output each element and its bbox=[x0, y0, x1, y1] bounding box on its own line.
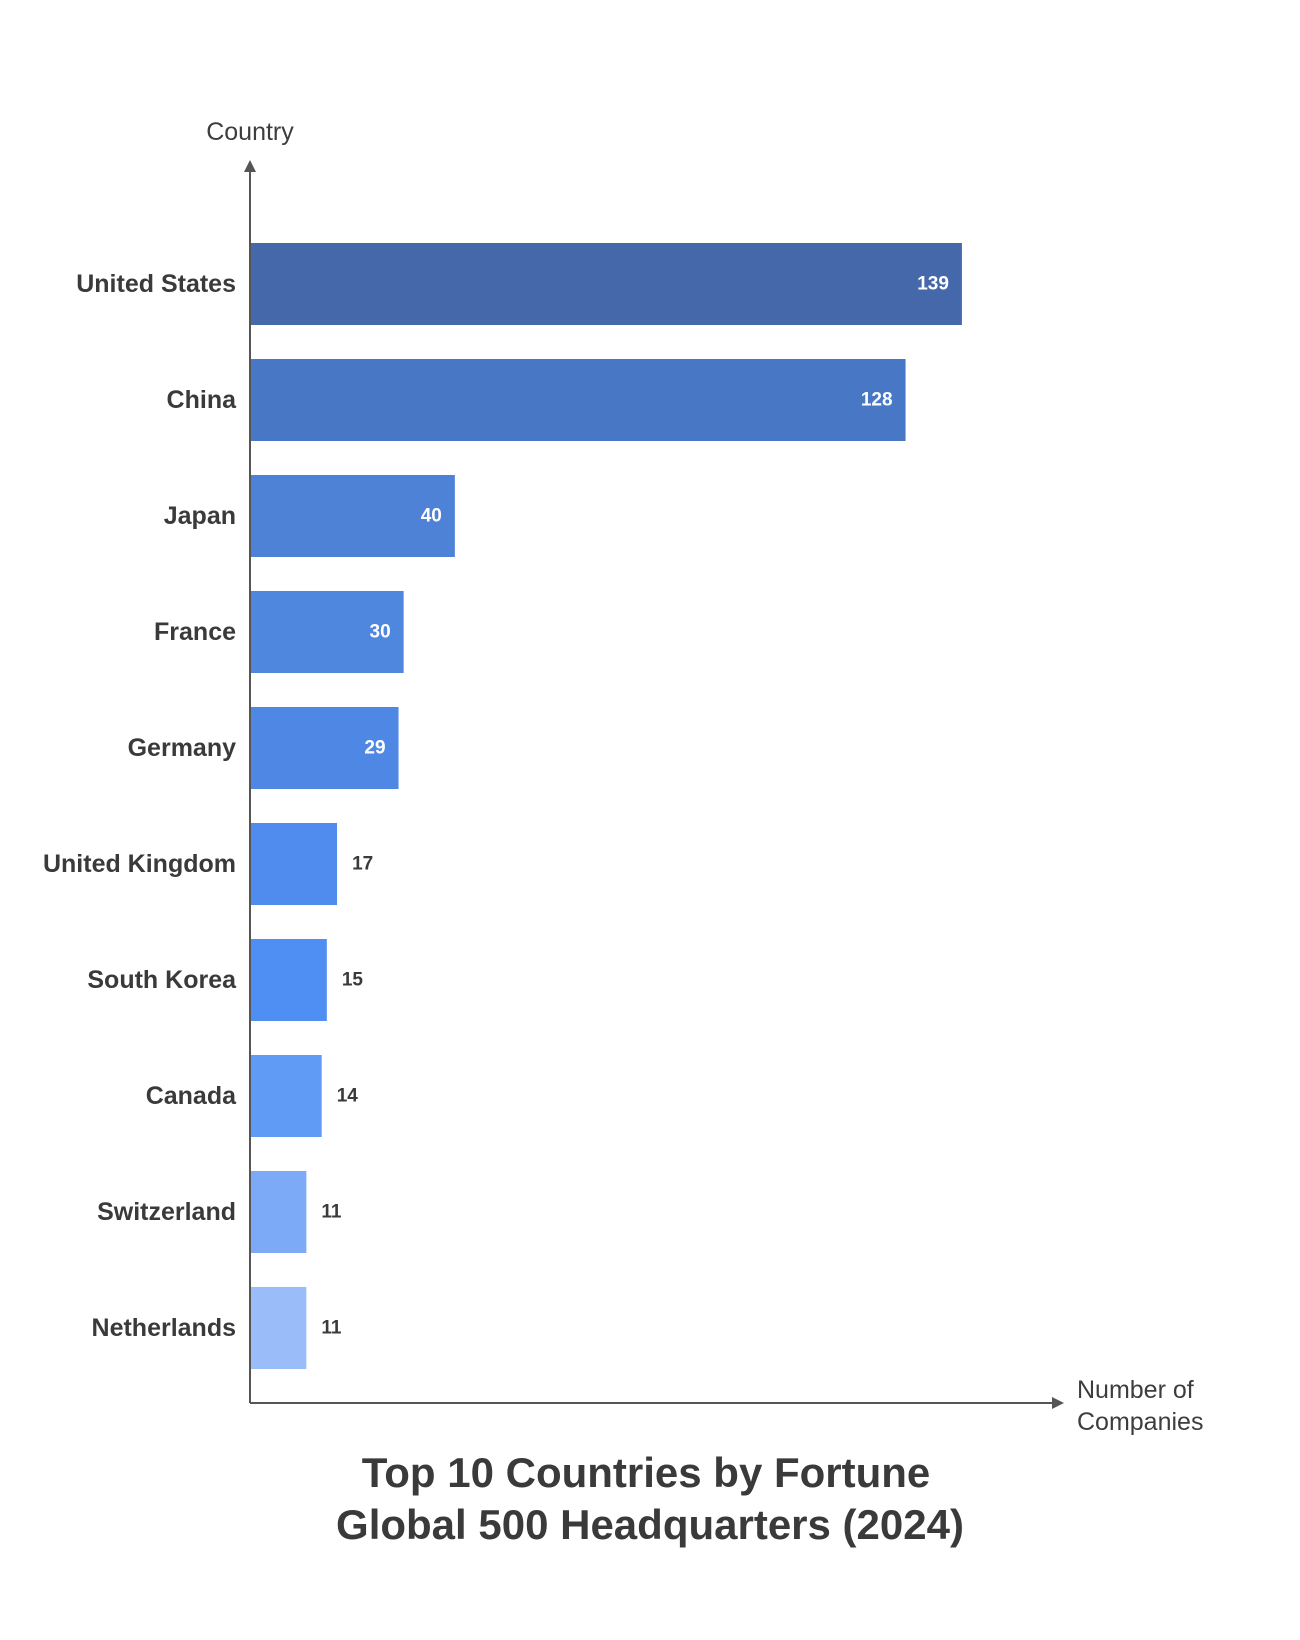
value-label-united-kingdom: 17 bbox=[352, 854, 373, 875]
value-label-south-korea: 15 bbox=[342, 970, 364, 991]
bar-united-kingdom bbox=[250, 823, 338, 905]
value-label-japan: 40 bbox=[421, 506, 442, 527]
category-label-china: China bbox=[167, 386, 238, 414]
bar-france bbox=[250, 591, 404, 673]
y-axis-title: Country bbox=[206, 118, 294, 146]
value-label-switzerland: 11 bbox=[321, 1202, 342, 1223]
chart-title-line-2: Global 500 Headquarters (2024) bbox=[336, 1501, 964, 1548]
value-label-france: 30 bbox=[370, 622, 391, 643]
bar-canada bbox=[250, 1055, 322, 1137]
category-label-japan: Japan bbox=[164, 502, 236, 530]
bar-china bbox=[250, 359, 906, 441]
chart-title-line-1: Top 10 Countries by Fortune bbox=[362, 1449, 931, 1496]
category-label-united-states: United States bbox=[76, 270, 236, 298]
x-axis-title-line-1: Number of bbox=[1077, 1376, 1194, 1404]
value-label-united-states: 139 bbox=[917, 274, 949, 295]
value-label-canada: 14 bbox=[337, 1086, 359, 1107]
category-label-south-korea: South Korea bbox=[87, 966, 237, 994]
value-label-netherlands: 11 bbox=[321, 1318, 342, 1339]
bar-united-states bbox=[250, 243, 962, 325]
x-axis-title-line-2: Companies bbox=[1077, 1408, 1203, 1436]
bar-japan bbox=[250, 475, 455, 557]
category-label-netherlands: Netherlands bbox=[92, 1314, 236, 1342]
value-label-china: 128 bbox=[861, 390, 893, 411]
bar-switzerland bbox=[250, 1171, 307, 1253]
category-label-switzerland: Switzerland bbox=[97, 1198, 236, 1226]
category-label-united-kingdom: United Kingdom bbox=[43, 850, 236, 878]
bar-netherlands bbox=[250, 1287, 307, 1369]
value-label-germany: 29 bbox=[364, 738, 385, 759]
bars-group: United States 139 China 128 Japan 40 France 30 G… bbox=[43, 243, 962, 1369]
category-label-germany: Germany bbox=[128, 734, 236, 762]
category-label-canada: Canada bbox=[146, 1082, 237, 1110]
category-label-france: France bbox=[154, 618, 236, 646]
bar-south-korea bbox=[250, 939, 327, 1021]
bar-germany bbox=[250, 707, 399, 789]
